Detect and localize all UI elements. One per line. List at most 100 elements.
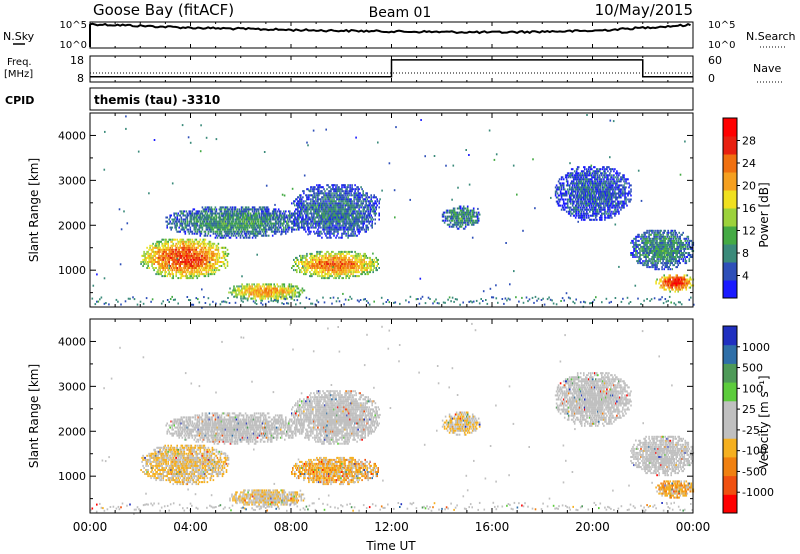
rti-cell <box>267 234 270 237</box>
rti-cell <box>197 263 200 265</box>
rti-cell <box>350 228 352 231</box>
rti-cell <box>158 248 160 251</box>
rti-cell <box>313 265 315 267</box>
rti-cell <box>181 250 184 253</box>
rti-cell <box>344 206 346 209</box>
rti-cell <box>577 178 580 181</box>
rti-cell <box>350 212 352 215</box>
rti-cell <box>220 212 223 215</box>
rti-cell <box>324 190 326 193</box>
rti-cell <box>318 214 320 217</box>
rti-cell <box>243 224 246 227</box>
rti-cell <box>310 267 312 269</box>
rti-cell <box>375 208 377 211</box>
rti-cell <box>335 210 337 213</box>
rti-cell <box>568 186 571 189</box>
rti-cell <box>301 198 303 201</box>
rti-cell <box>449 211 452 214</box>
rti-cell <box>372 263 374 265</box>
rti-cell <box>258 216 261 219</box>
rti-cell <box>220 222 223 225</box>
rti-cell <box>294 218 296 221</box>
rti-cell <box>559 190 562 193</box>
rti-cell <box>442 211 445 214</box>
rti-cell <box>148 267 150 269</box>
rti-cell <box>308 216 310 219</box>
rti-cell <box>474 219 477 222</box>
rti-cell <box>266 208 269 211</box>
rti-cell <box>457 207 460 210</box>
rti-cell <box>298 210 300 213</box>
rti-cell <box>192 224 195 227</box>
rti-cell <box>235 289 237 292</box>
rti-cell <box>328 258 330 261</box>
rti-cell <box>313 214 315 217</box>
rti-cell <box>226 216 229 219</box>
rti-cell <box>261 297 263 300</box>
rti-cell <box>273 289 275 292</box>
rti-cell <box>360 228 362 231</box>
rti-cell <box>260 293 262 296</box>
rti-cell <box>223 246 226 249</box>
rti-cell <box>277 291 279 294</box>
rti-cell <box>268 295 270 298</box>
rti-cell <box>198 224 201 227</box>
rti-cell <box>327 196 329 199</box>
rti-cell <box>222 216 225 219</box>
rti-cell <box>342 190 344 193</box>
rti-cell <box>154 258 156 261</box>
rti-cell <box>325 226 327 229</box>
rti-cell <box>578 182 581 185</box>
rti-cell <box>568 188 571 191</box>
rti-cell <box>371 224 373 227</box>
rti-cell <box>157 256 159 259</box>
rti-cell <box>297 208 299 211</box>
rti-cell <box>346 222 348 225</box>
rti-cell <box>331 200 333 203</box>
rti-cell <box>249 232 252 235</box>
rti-cell <box>201 246 204 249</box>
rti-cell <box>335 208 337 211</box>
rti-cell <box>355 210 357 213</box>
rti-cell <box>181 228 184 231</box>
rti-cell <box>240 232 243 235</box>
rti-cell <box>152 256 154 259</box>
rti-cell <box>359 192 361 195</box>
rti-cell <box>251 232 254 235</box>
rti-cell <box>181 222 184 225</box>
rti-cell <box>353 202 355 205</box>
rti-cell <box>223 224 226 227</box>
rti-cell <box>310 230 312 233</box>
rti-cell <box>317 204 319 207</box>
rti-cell <box>215 214 218 217</box>
rti-cell <box>339 210 341 213</box>
rti-cell <box>226 212 229 215</box>
rti-cell <box>321 261 323 263</box>
rti-cell <box>290 287 293 290</box>
rti-cell <box>288 228 290 231</box>
rti-cell <box>260 224 263 227</box>
rti-cell <box>184 222 187 225</box>
rti-cell <box>329 232 331 235</box>
rti-cell <box>315 202 317 205</box>
rti-cell <box>356 254 358 257</box>
rti-cell <box>280 287 282 290</box>
rti-cell <box>243 216 246 219</box>
rti-cell <box>333 184 335 187</box>
rti-cell <box>173 256 175 259</box>
rti-cell <box>291 216 293 219</box>
rti-cell <box>359 230 361 233</box>
rti-cell <box>574 210 577 213</box>
rti-cell <box>183 252 186 255</box>
rti-cell <box>311 254 313 257</box>
rti-cell <box>358 208 360 211</box>
rti-cell <box>228 224 231 227</box>
rti-cell <box>190 212 193 215</box>
rti-cell <box>209 242 212 245</box>
rti-cell <box>151 258 153 261</box>
rti-cell <box>233 210 236 213</box>
rti-cell <box>354 194 356 197</box>
rti-cell <box>250 287 252 290</box>
rti-cell <box>223 234 226 237</box>
rti-cell <box>177 254 179 257</box>
